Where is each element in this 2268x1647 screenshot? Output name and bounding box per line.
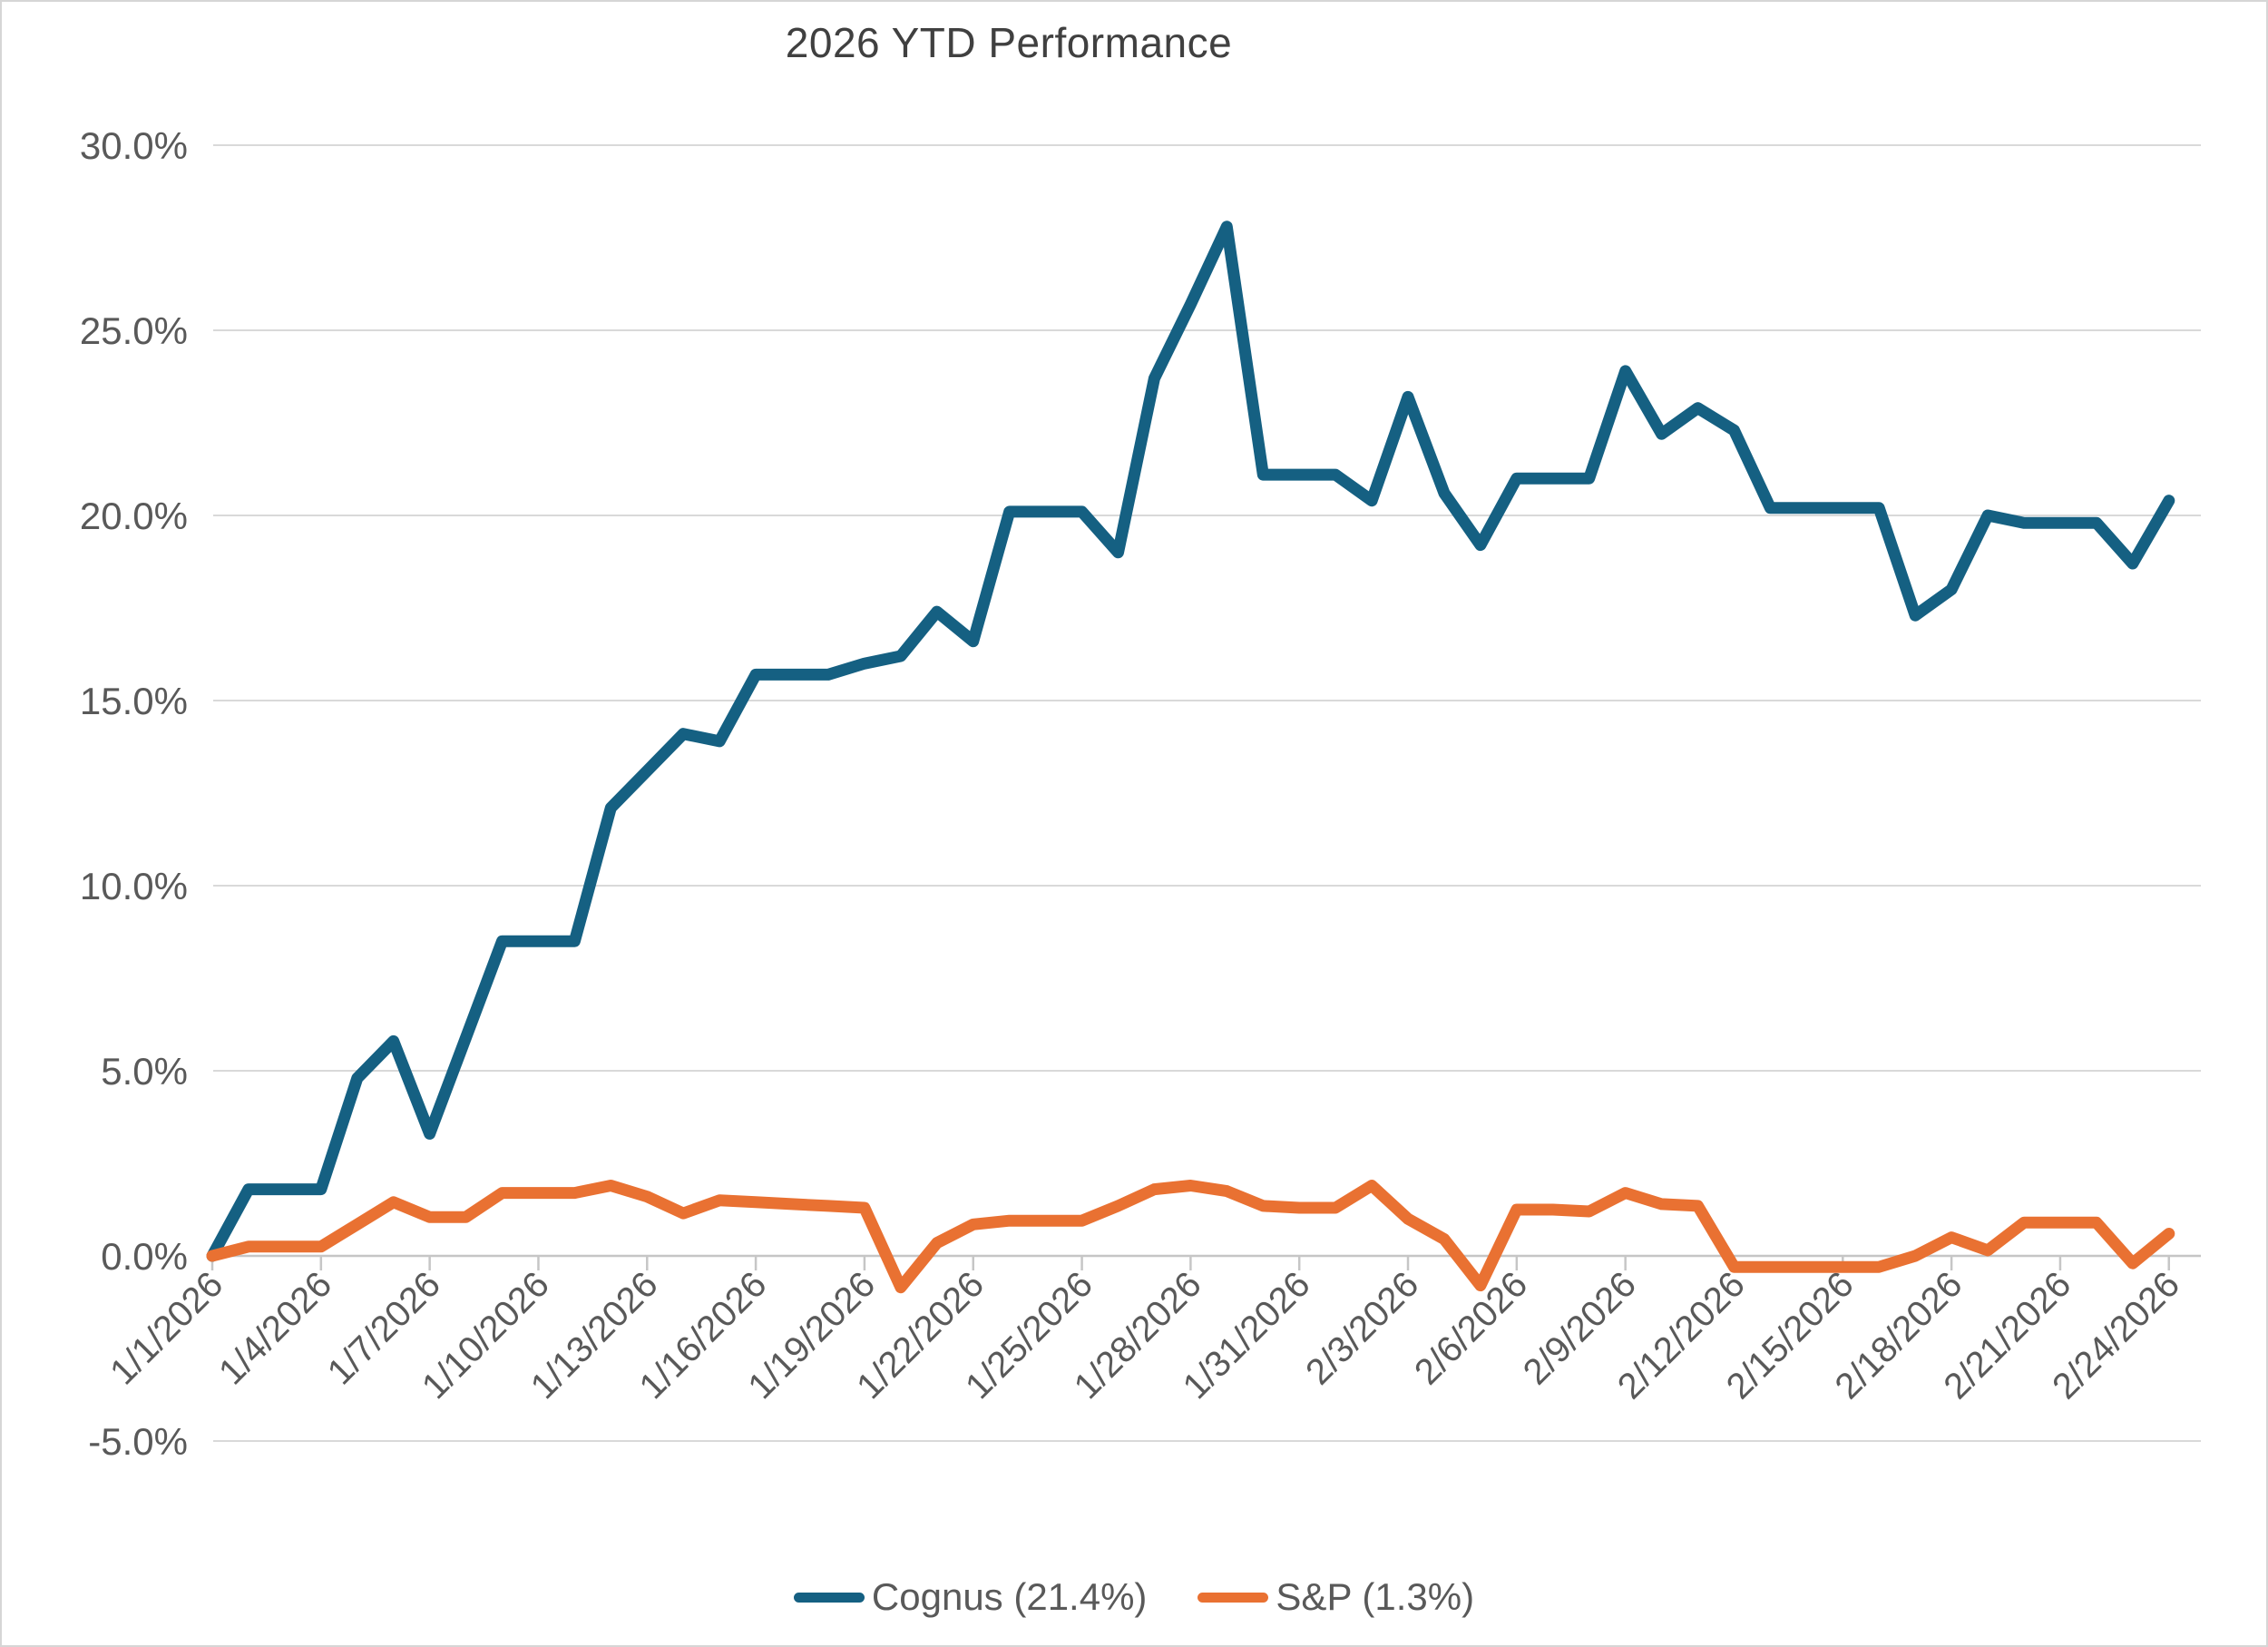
y-tick-label: -5.0% [88,1420,188,1463]
legend-item-sp: S&P (1.3%) [1198,1575,1474,1619]
legend-item-cognus: Cognus (21.4%) [793,1575,1148,1619]
y-tick-label: 15.0% [80,680,188,722]
chart-title: 2026 YTD Performance [785,19,1233,66]
y-tick-label: 20.0% [80,495,188,537]
x-tick-label: 2/3/2026 [1298,1264,1426,1392]
legend-swatch-cognus [793,1592,865,1603]
legend: Cognus (21.4%) S&P (1.3%) [2,1575,2266,1619]
y-tick-label: 25.0% [80,309,188,352]
legend-label-cognus: Cognus (21.4%) [871,1575,1148,1618]
x-tick-label: 1/4/2026 [211,1264,339,1392]
y-tick-label: 5.0% [101,1050,188,1093]
legend-label-sp: S&P (1.3%) [1276,1575,1475,1618]
x-tick-label: 1/1/2026 [103,1264,230,1392]
y-tick-label: 10.0% [80,865,188,907]
series-line-sp [206,1180,2175,1294]
y-tick-label: 0.0% [101,1235,188,1278]
x-tick-label: 2/6/2026 [1407,1264,1535,1392]
legend-swatch-sp [1198,1592,1269,1603]
y-tick-label: 30.0% [80,124,188,167]
series-line-cognus [206,221,2175,1262]
